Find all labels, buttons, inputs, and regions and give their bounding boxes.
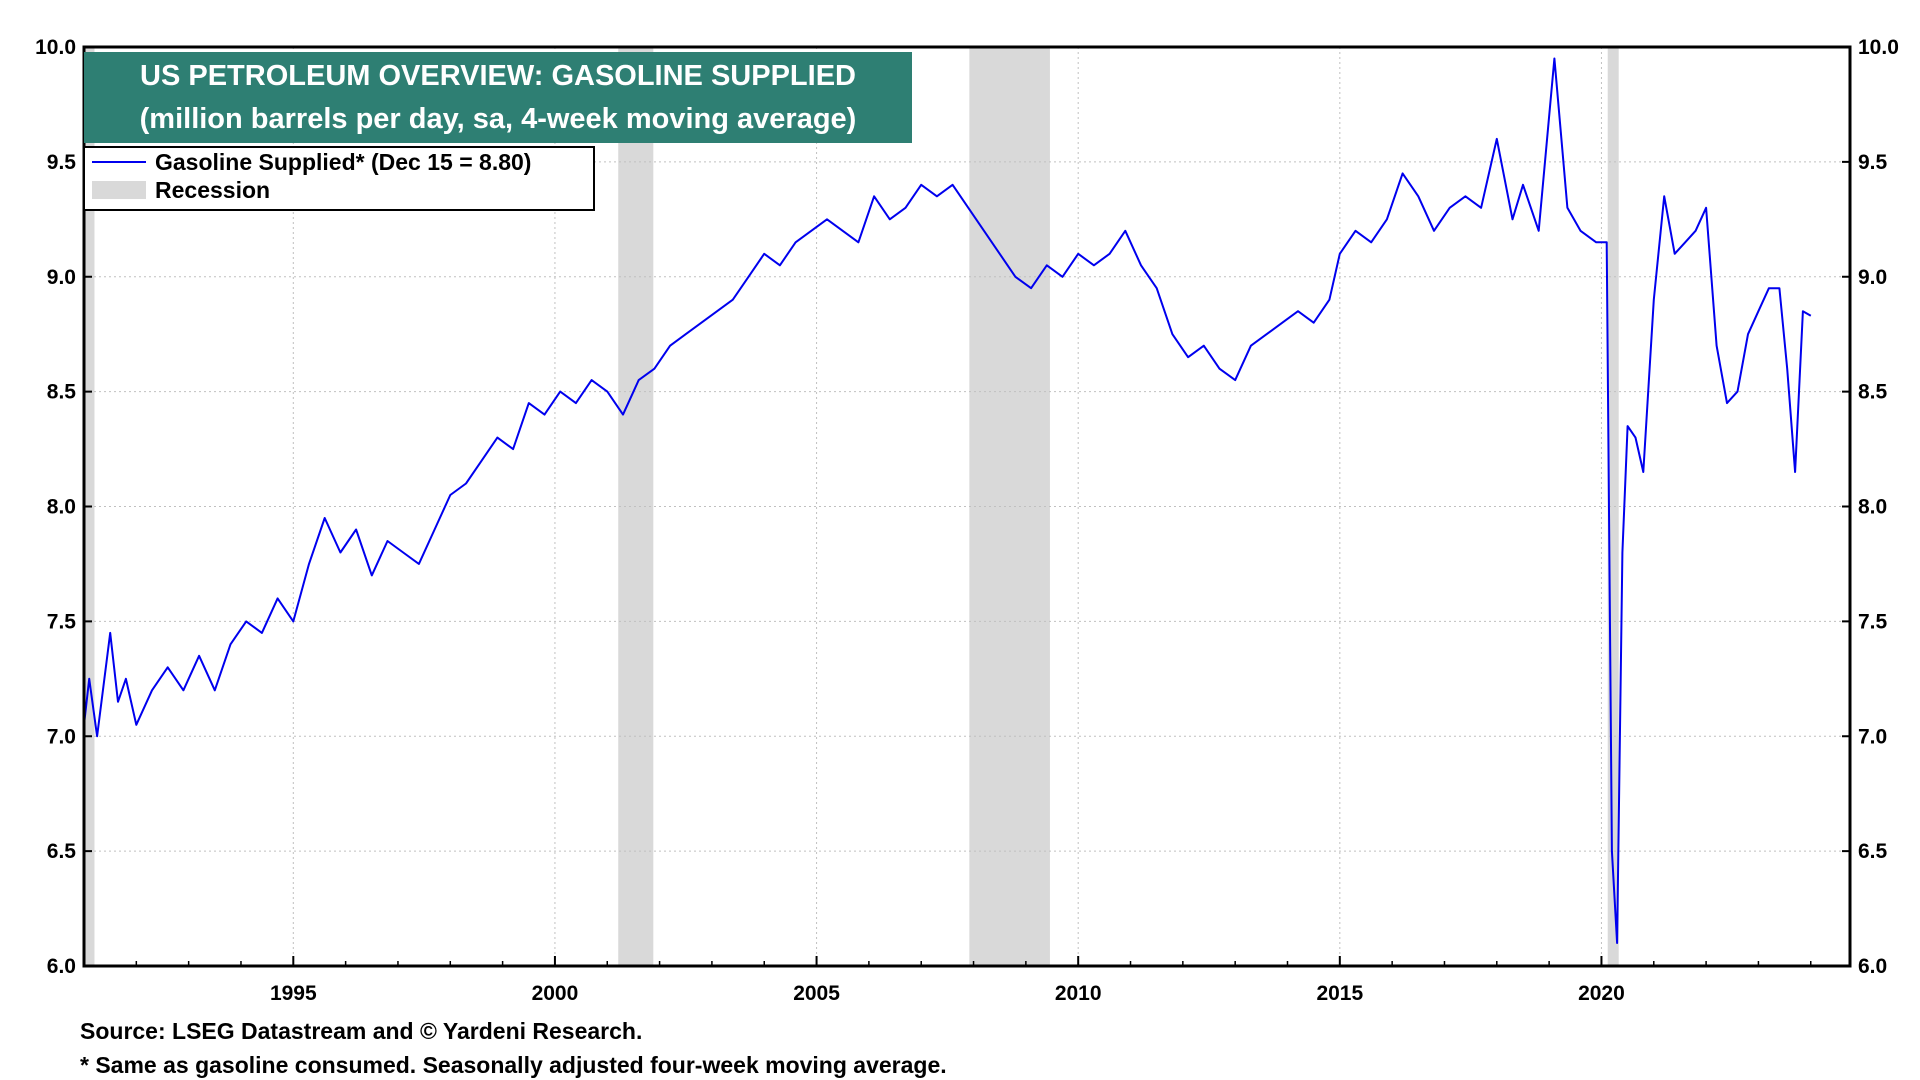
legend-series-label: Gasoline Supplied* (Dec 15 = 8.80): [155, 149, 531, 175]
legend-box: [83, 146, 595, 211]
y-tick-label-right: 7.5: [1858, 610, 1888, 633]
chart-title: US PETROLEUM OVERVIEW: GASOLINE SUPPLIED: [140, 60, 856, 92]
x-tick-label: 2015: [1316, 982, 1363, 1005]
y-tick-label-left: 8.0: [47, 496, 76, 519]
title-box: US PETROLEUM OVERVIEW: GASOLINE SUPPLIED…: [84, 52, 912, 143]
y-tick-label-right: 9.5: [1858, 151, 1888, 174]
y-tick-label-left: 10.0: [35, 36, 76, 59]
source-footnote: Source: LSEG Datastream and © Yardeni Re…: [80, 1018, 643, 1044]
legend: Gasoline Supplied* (Dec 15 = 8.80) Reces…: [83, 146, 595, 211]
legend-recession-swatch: [92, 181, 146, 199]
note-footnote: * Same as gasoline consumed. Seasonally …: [80, 1052, 947, 1078]
y-tick-label-left: 7.0: [47, 725, 76, 748]
y-tick-label-left: 8.5: [47, 381, 77, 404]
y-tick-label-left: 7.5: [47, 610, 77, 633]
x-tick-label: 2020: [1578, 982, 1625, 1005]
y-tick-label-right: 9.0: [1858, 266, 1887, 289]
x-tick-label: 2005: [793, 982, 840, 1005]
y-tick-label-right: 7.0: [1858, 725, 1887, 748]
y-tick-label-left: 6.5: [47, 840, 77, 863]
x-tick-label: 2010: [1055, 982, 1102, 1005]
y-tick-label-left: 9.5: [47, 151, 77, 174]
legend-recession-label: Recession: [155, 177, 270, 203]
y-tick-label-right: 6.5: [1858, 840, 1888, 863]
series-layer: [83, 57, 1812, 944]
grid-lines: [84, 47, 1850, 966]
x-tick-label: 1995: [270, 982, 317, 1005]
chart-subtitle: (million barrels per day, sa, 4-week mov…: [140, 103, 857, 135]
y-tick-label-right: 8.0: [1858, 496, 1887, 519]
axes: 6.0 6.0 6.5 6.5 7.0 7.0 7.5 7.5 8.0 8.0 8.5 8.5 9.0 9…: [35, 36, 1899, 1005]
series-line: [83, 57, 1812, 944]
y-tick-label-right: 6.0: [1858, 955, 1887, 978]
y-tick-label-left: 6.0: [47, 955, 76, 978]
x-tick-label: 2000: [532, 982, 579, 1005]
recession-band: [1607, 47, 1619, 966]
y-tick-label-left: 9.0: [47, 266, 76, 289]
recession-bands: [84, 47, 1619, 966]
y-tick-label-right: 8.5: [1858, 381, 1888, 404]
y-tick-label-right: 10.0: [1858, 36, 1899, 59]
title-background: [84, 52, 912, 143]
